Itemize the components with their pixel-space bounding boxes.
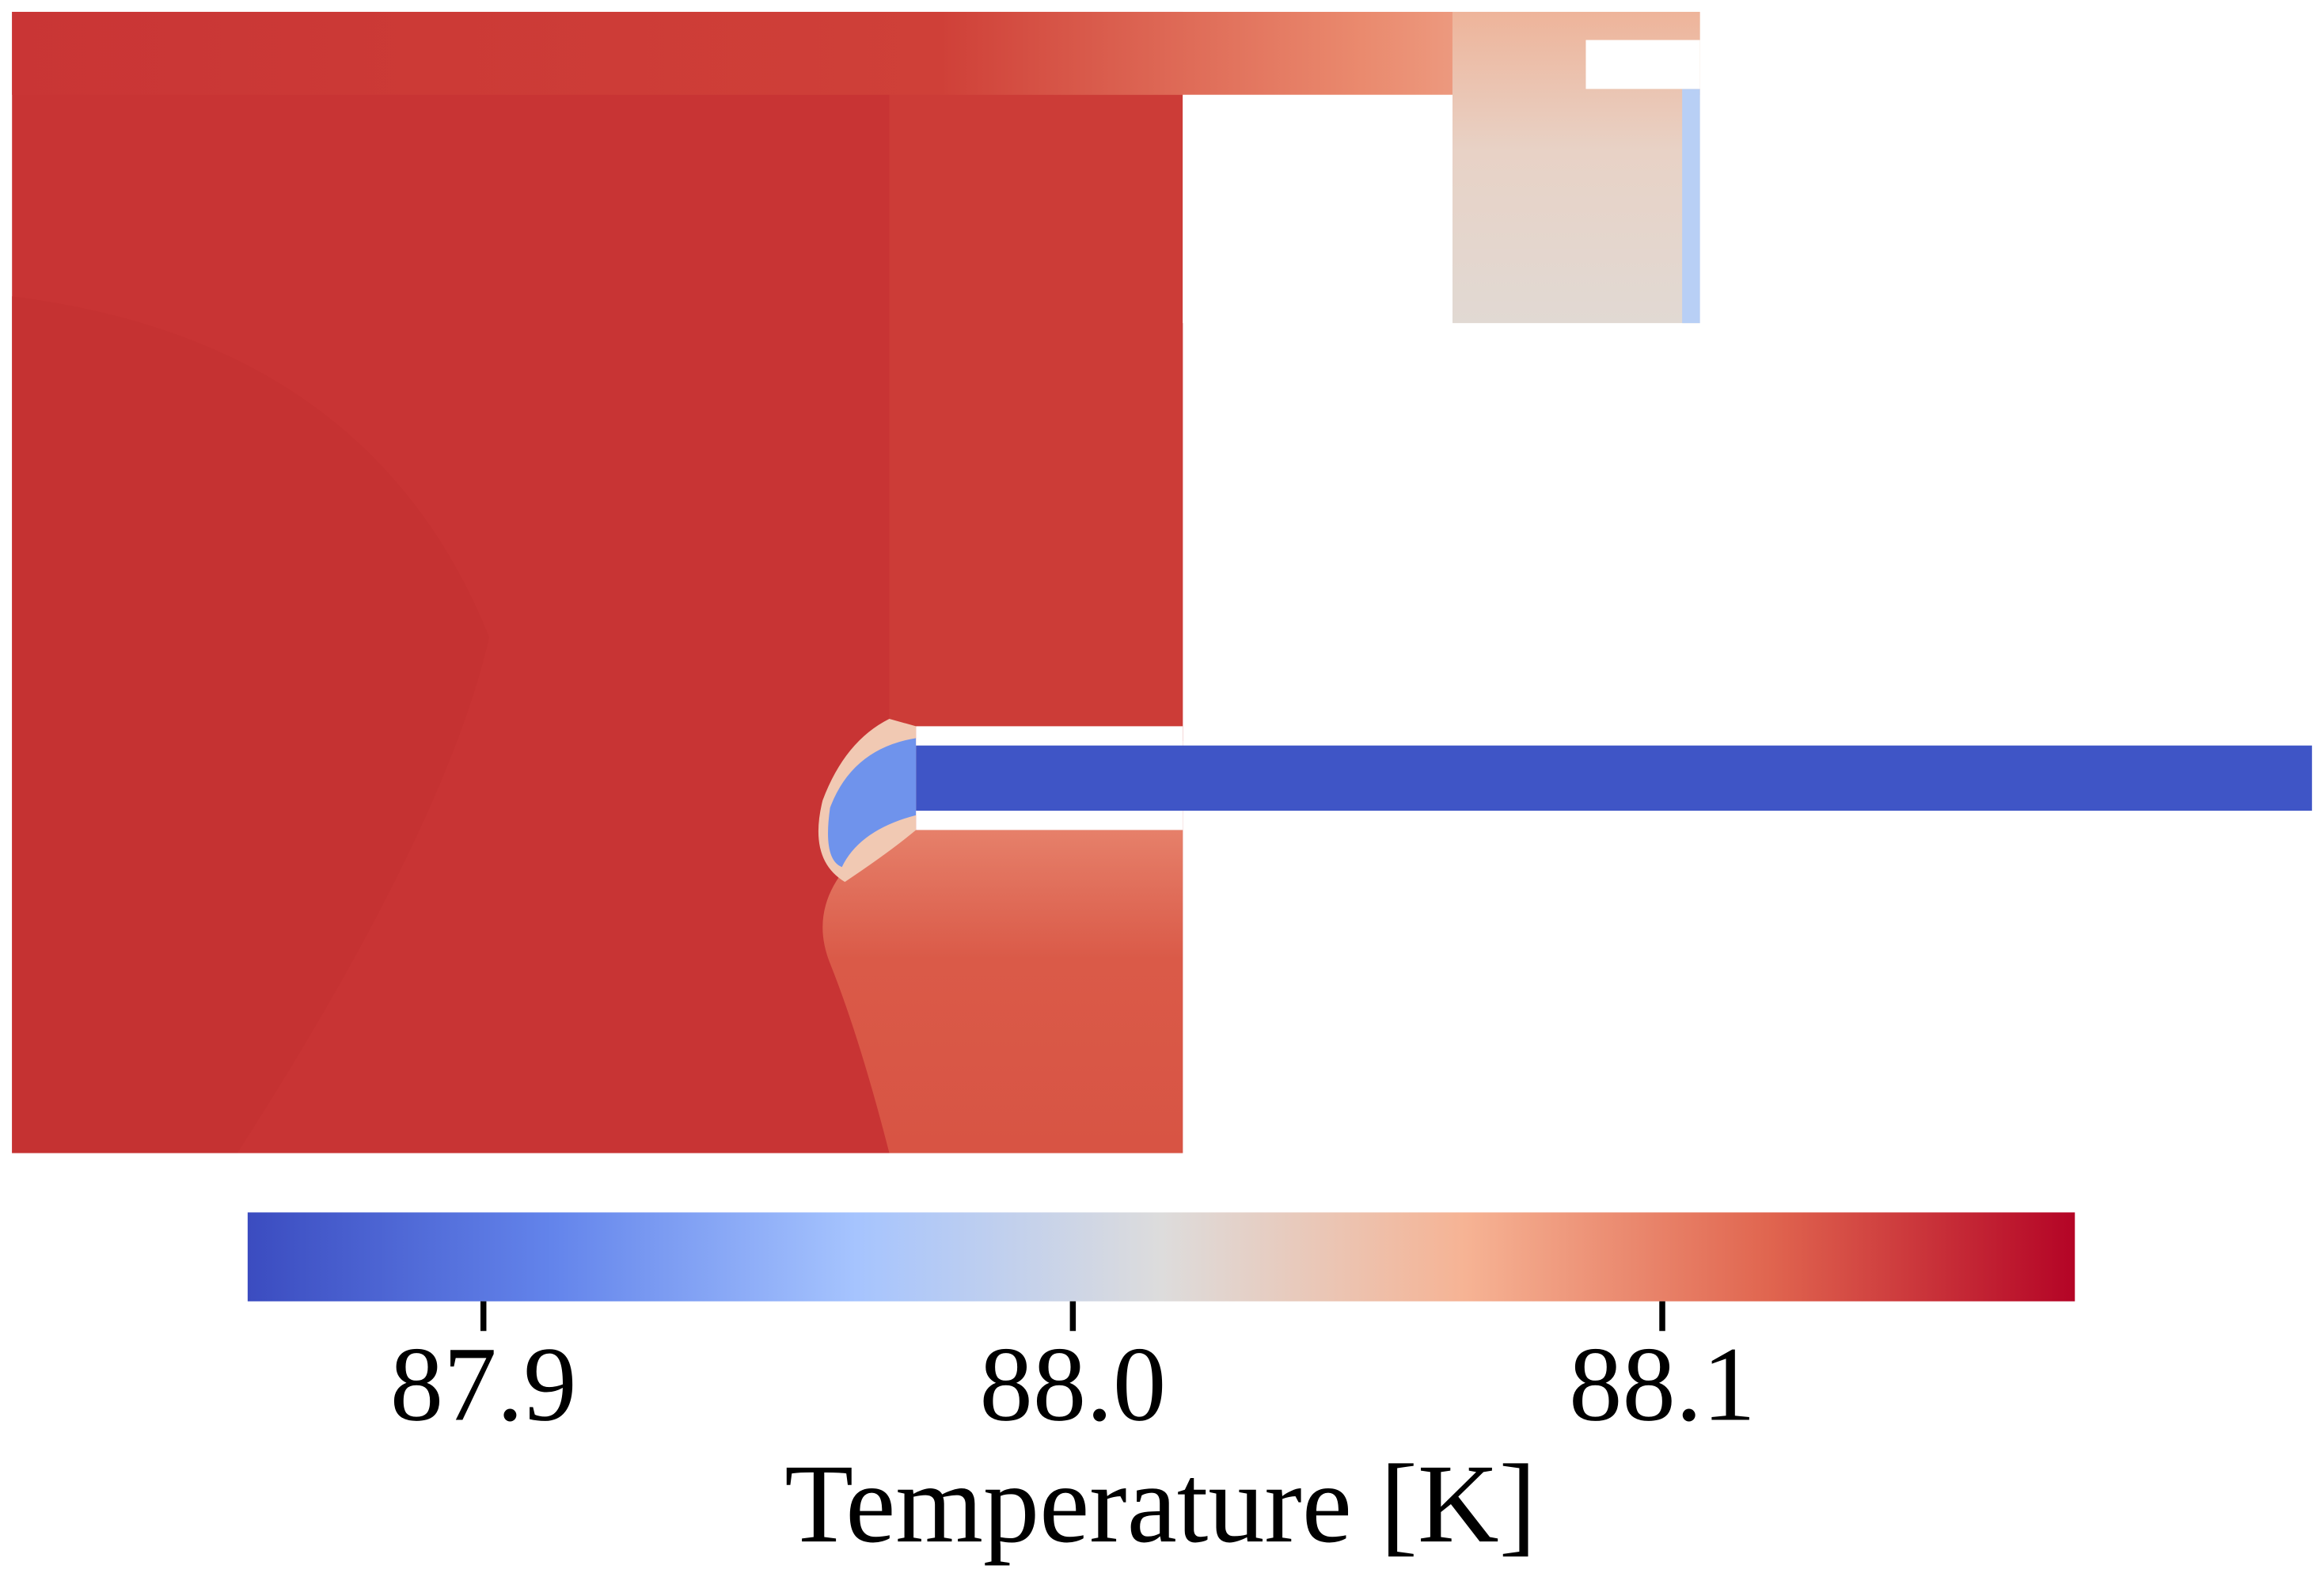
colorbar-label: Temperature [K] [784,1441,1536,1566]
domain-shade [12,296,490,1153]
cold-edge [1682,89,1700,324]
colorbar-tick-label: 87.9 [390,1326,577,1444]
field [12,11,2312,1153]
void [1183,94,1452,324]
cold-rod [916,745,2312,811]
domain-shade [889,89,1183,742]
colorbar [247,1212,2075,1302]
colorbar-tick-label: 88.0 [979,1326,1166,1444]
cold-tip [828,738,917,868]
top-strip [12,11,1700,95]
wake-region [822,830,1183,1153]
notch [1585,40,1700,89]
colorbar-tick-label: 88.1 [1569,1326,1756,1444]
